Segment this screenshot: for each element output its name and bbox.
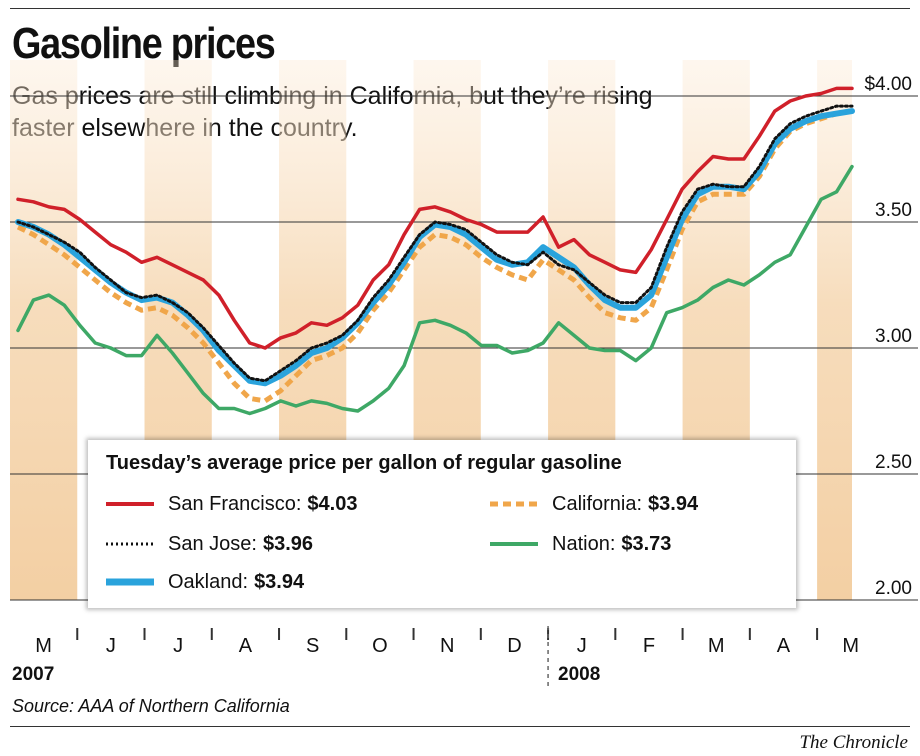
legend-value-nation: $3.73 [621,532,672,555]
legend-item-california: California: $3.94 [488,490,698,518]
series-line-oakland [15,108,855,387]
year-label-2008: 2008 [558,664,601,685]
x-tick-label: J [577,635,587,657]
legend-swatch-oakland [106,578,154,586]
y-tick-label: 2.50 [875,452,912,473]
x-tick-label: D [507,635,521,657]
y-axis-labels: $4.00 3.50 3.00 2.50 2.00 [864,74,912,599]
x-tick-label: J [173,635,183,657]
top-rule [10,8,910,9]
bottom-rule [10,726,910,727]
chart-title: Gasoline prices [12,19,276,68]
x-tick-label: N [440,635,454,657]
y-tick-label: $4.00 [864,74,912,95]
x-tick-label: M [842,635,859,657]
month-band [10,60,78,600]
gas-price-chart: $4.00 3.50 3.00 2.50 2.00 M J J A S O N D J F M A M [10,60,918,690]
month-bands [10,60,852,600]
x-tick-label: F [643,635,655,657]
legend-swatch-san-francisco [106,502,154,506]
series-line-san-francisco [16,86,854,350]
y-tick-label: 3.00 [875,326,912,347]
legend-value-oakland: $3.94 [254,570,305,593]
series-line-california [16,108,853,404]
x-tick-label: S [306,635,319,657]
source-note: Source: AAA of Northern California [12,696,290,716]
series-line-san-jose [16,104,854,383]
legend-item-san-jose: San Jose: $3.96 [104,530,313,558]
y-tick-label: 2.00 [875,578,912,599]
legend-title: Tuesday’s average price per gallon of re… [106,452,622,474]
legend-label-nation: Nation [552,532,610,555]
x-tick-label: J [106,635,116,657]
legend-value-california: $3.94 [648,492,699,515]
x-tick-label: M [35,635,52,657]
legend-label-san-francisco: San Francisco [168,492,296,515]
legend-swatch-nation [490,542,538,546]
year-label-2007: 2007 [12,664,55,685]
x-tick-label: A [777,635,791,657]
legend-label-san-jose: San Jose [168,532,252,555]
legend-item-nation: Nation: $3.73 [488,530,671,558]
legend-label-california: California [552,492,637,515]
legend-value-san-francisco: $4.03 [307,492,358,515]
month-band [817,60,852,600]
y-tick-label: 3.50 [875,200,912,221]
legend-item-oakland: Oakland: $3.94 [104,568,304,596]
legend-swatch-california [490,501,538,507]
legend-label-oakland: Oakland [168,570,243,593]
legend-value-san-jose: $3.96 [262,532,314,555]
legend-swatch-san-jose [106,542,154,546]
x-tick-label: M [708,635,725,657]
x-tick-label: O [372,635,388,657]
series-lines [15,86,855,416]
credit-line: The Chronicle [799,732,908,753]
legend: Tuesday’s average price per gallon of re… [88,440,796,608]
x-tick-label: A [239,635,253,657]
series-line-nation [16,164,854,416]
legend-item-san-francisco: San Francisco: $4.03 [104,490,357,518]
